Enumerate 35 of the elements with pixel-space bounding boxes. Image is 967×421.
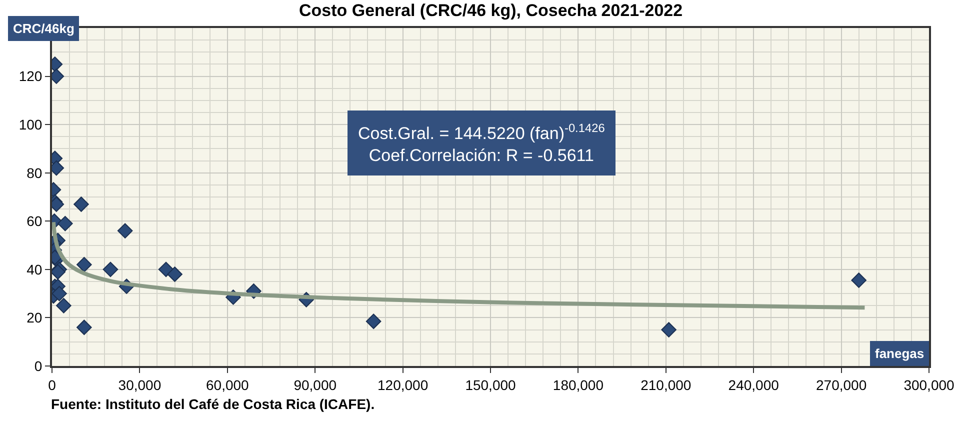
chart-title: Costo General (CRC/46 kg), Cosecha 2021-2022 <box>299 1 683 20</box>
point <box>117 223 133 238</box>
y-tick-label: 40 <box>26 261 42 278</box>
point <box>56 298 72 314</box>
y-tick-label: 60 <box>26 213 42 230</box>
point <box>167 266 182 282</box>
x-tick-label: 180,000 <box>552 376 604 393</box>
x-tick-label: 150,000 <box>465 376 516 393</box>
point <box>366 314 382 329</box>
y-tick-label: 120 <box>18 68 42 84</box>
point <box>851 272 866 288</box>
x-tick-label: 210,000 <box>640 376 692 393</box>
x-tick-label: 270,000 <box>816 376 867 393</box>
point <box>58 216 73 232</box>
y-axis-title: CRC/46kg <box>13 21 74 36</box>
y-tick-label: 20 <box>26 310 42 326</box>
point <box>74 196 89 212</box>
x-tick-label: 300,000 <box>904 376 955 393</box>
y-tick-label: 80 <box>26 164 42 181</box>
point <box>76 320 92 336</box>
x-tick-label: 30,000 <box>118 376 162 393</box>
x-tick-label: 120,000 <box>377 376 428 393</box>
point <box>661 322 676 338</box>
x-tick-label: 0 <box>48 376 56 393</box>
x-tick-label: 60,000 <box>206 376 250 393</box>
point <box>52 286 67 302</box>
x-tick-label: 90,000 <box>294 376 337 393</box>
y-tick-label: 0 <box>34 358 42 374</box>
point <box>102 262 118 278</box>
x-tick-label: 240,000 <box>728 376 780 393</box>
point <box>76 256 92 272</box>
annotation: Cost.Gral. = 144.5220 (fan)$^{-0.1426}$ Coef.Correlación: R = -0.5611 <box>358 121 606 166</box>
y-tick-label: 100 <box>18 116 42 132</box>
source-note: Fuente: Instituto del Café de Costa Rica (ICAFE). <box>51 396 375 412</box>
x-axis-title: fanegas <box>875 346 924 361</box>
